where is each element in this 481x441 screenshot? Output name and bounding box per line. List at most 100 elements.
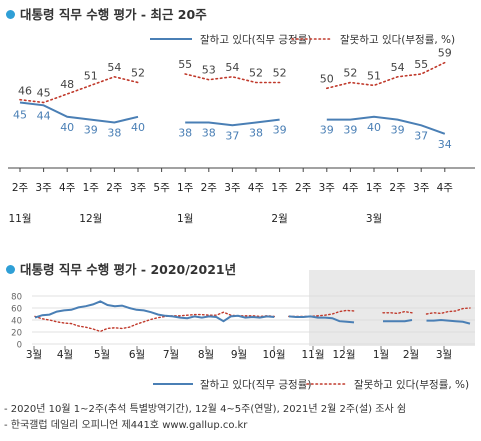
disapprove-data-label: 52 xyxy=(343,67,357,80)
x-tick-label: 2주 xyxy=(201,182,218,194)
approve-data-label: 34 xyxy=(438,138,452,151)
approve-data-label: 44 xyxy=(37,109,51,122)
approve-data-label: 38 xyxy=(249,126,263,139)
y-tick-label: 0 xyxy=(17,341,22,351)
approve-line xyxy=(19,101,139,124)
chart2-plot: 80 60 40 20 0 3월 4월 5월 6월 7월 8월 9월 10월 11월 12월 1월 2월 3월잘하… xyxy=(11,270,475,391)
x-tick-label: 4월 xyxy=(57,349,73,361)
x-tick-label: 3월 xyxy=(26,349,42,361)
title-bullet-icon xyxy=(6,10,15,19)
x-tick-label: 6월 xyxy=(129,349,145,361)
disapprove-data-label: 54 xyxy=(225,61,239,74)
approve-data-label: 37 xyxy=(414,129,428,142)
approve-line xyxy=(288,315,355,324)
approve-line xyxy=(326,115,446,135)
approve-line xyxy=(426,318,471,325)
approve-line xyxy=(383,319,413,323)
legend-disapprove-label: 잘못하고 있다(부정률, %) xyxy=(354,378,469,391)
approve-data-label: 40 xyxy=(131,121,145,134)
approve-line xyxy=(34,300,275,323)
disapprove-data-label: 52 xyxy=(131,67,145,80)
x-tick-label: 3주 xyxy=(413,182,430,194)
approve-data-label: 45 xyxy=(13,109,27,122)
footnotes: - 2020년 10월 1~2주(추석 특별방역기간), 12월 4~5주(연말… xyxy=(4,402,406,434)
y-tick-label: 80 xyxy=(11,293,22,303)
title-bullet-icon xyxy=(6,265,15,274)
x-tick-label: 7월 xyxy=(163,349,179,361)
disapprove-data-label: 46 xyxy=(18,85,32,98)
x-tick-label: 9월 xyxy=(231,349,247,361)
month-label: 3월 xyxy=(366,213,382,225)
disapprove-data-label: 55 xyxy=(414,58,428,71)
y-tick-label: 60 xyxy=(11,305,22,315)
disapprove-data-label: 55 xyxy=(178,58,192,71)
disapprove-data-label: 51 xyxy=(84,69,98,82)
footnote-2: - 한국갤럽 데일리 오피니언 제441호 www.gallup.co.kr xyxy=(4,420,248,431)
x-tick-label: 8월 xyxy=(198,349,214,361)
month-label: 12월 xyxy=(79,213,102,225)
approve-data-label: 39 xyxy=(320,124,334,137)
disapprove-data-label: 59 xyxy=(438,47,452,60)
x-tick-label: 10월 xyxy=(262,349,285,361)
month-label: 1월 xyxy=(177,213,193,225)
disapprove-data-label: 52 xyxy=(249,67,263,80)
x-tick-label: 3주 xyxy=(224,182,241,194)
approve-data-label: 38 xyxy=(178,126,192,139)
y-tick-label: 20 xyxy=(11,329,22,339)
x-tick-label: 2주 xyxy=(106,182,123,194)
disapprove-line xyxy=(382,310,413,315)
x-tick-label: 12월 xyxy=(332,349,355,361)
disapprove-line xyxy=(325,61,446,90)
chart2-title: 대통령 직무 수행 평가 - 2020/2021년 xyxy=(6,259,236,278)
approve-data-label: 38 xyxy=(107,126,121,139)
x-tick-label: 3주 xyxy=(130,182,147,194)
chart1-title: 대통령 직무 수행 평가 - 최근 20주 xyxy=(6,4,207,23)
disapprove-data-label: 53 xyxy=(202,64,216,77)
x-tick-label: 1주 xyxy=(177,182,194,194)
x-tick-label: 1월 xyxy=(373,349,389,361)
approve-data-label: 39 xyxy=(343,124,357,137)
month-label: 2월 xyxy=(271,213,287,225)
disapprove-data-label: 51 xyxy=(367,69,381,82)
x-tick-label: 5주 xyxy=(153,182,170,194)
x-tick-label: 1주 xyxy=(83,182,100,194)
approve-data-label: 40 xyxy=(367,121,381,134)
x-tick-label: 1주 xyxy=(366,182,383,194)
x-tick-label: 2월 xyxy=(403,349,419,361)
disapprove-line xyxy=(425,307,471,315)
chart2-title-text: 대통령 직무 수행 평가 - 2020/2021년 xyxy=(20,262,237,277)
x-tick-label: 1주 xyxy=(271,182,288,194)
legend-disapprove-label: 잘못하고 있다(부정률, %) xyxy=(340,33,455,46)
disapprove-data-label: 54 xyxy=(391,61,405,74)
x-tick-label: 5월 xyxy=(94,349,110,361)
x-tick-label: 2주 xyxy=(389,182,406,194)
approve-data-label: 40 xyxy=(60,121,74,134)
x-tick-label: 4주 xyxy=(248,182,265,194)
disapprove-line xyxy=(184,73,281,84)
x-tick-label: 4주 xyxy=(437,182,454,194)
month-label: 11월 xyxy=(8,213,31,225)
disapprove-line xyxy=(288,309,355,318)
x-tick-label: 3주 xyxy=(319,182,336,194)
disapprove-data-label: 50 xyxy=(320,72,334,85)
y-tick-label: 40 xyxy=(11,317,22,327)
x-tick-label: 2주 xyxy=(12,182,29,194)
chart1-title-text: 대통령 직무 수행 평가 - 최근 20주 xyxy=(20,7,207,22)
disapprove-line xyxy=(19,75,139,104)
disapprove-data-label: 45 xyxy=(37,87,51,100)
footnote-1: - 2020년 10월 1~2주(추석 특별방역기간), 12월 4~5주(연말… xyxy=(4,404,407,415)
x-tick-label: 11월 xyxy=(301,349,324,361)
approve-data-label: 37 xyxy=(225,129,239,142)
approve-data-label: 39 xyxy=(273,124,287,137)
approve-data-label: 38 xyxy=(202,126,216,139)
approve-data-label: 39 xyxy=(84,124,98,137)
legend-approve-label: 잘하고 있다(직무 긍정률) xyxy=(200,378,311,391)
legend-approve-label: 잘하고 있다(직무 긍정률) xyxy=(200,33,311,46)
x-tick-label: 4주 xyxy=(342,182,359,194)
chart1-plot: 잘하고 있다(직무 긍정률) 잘못하고 있다(부정률, %) 45 44 40 39 38 4… xyxy=(8,33,475,225)
disapprove-data-label: 54 xyxy=(107,61,121,74)
x-tick-label: 4주 xyxy=(59,182,76,194)
disapprove-data-label: 48 xyxy=(60,78,74,91)
x-tick-label: 3주 xyxy=(35,182,52,194)
disapprove-data-label: 52 xyxy=(273,67,287,80)
